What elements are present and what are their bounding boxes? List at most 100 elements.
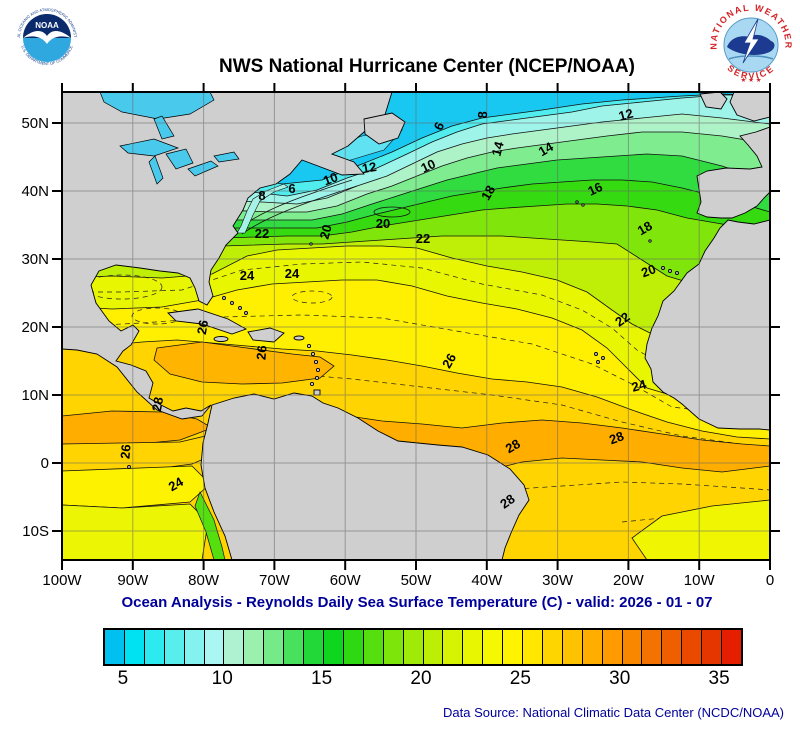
lake-superior (119, 138, 180, 157)
data-source: Data Source: National Climatic Data Cent… (443, 705, 784, 720)
svg-text:20W: 20W (613, 572, 645, 589)
page-title: NWS National Hurricane Center (NCEP/NOAA… (219, 56, 635, 77)
colorbar-tick-label: 25 (509, 668, 531, 689)
colorbar-segment (244, 630, 265, 664)
colorbar-segment (304, 630, 324, 664)
svg-text:28: 28 (149, 396, 166, 413)
svg-text:14: 14 (489, 139, 507, 158)
svg-text:12: 12 (361, 159, 378, 176)
svg-text:90W: 90W (117, 572, 149, 589)
svg-text:8: 8 (258, 188, 265, 203)
land-masses (62, 92, 770, 560)
svg-text:40W: 40W (471, 572, 503, 589)
svg-text:22: 22 (255, 226, 269, 241)
nws-wave (728, 55, 774, 60)
hudson-bay (99, 92, 215, 120)
inland-water (99, 92, 240, 185)
svg-text:10: 10 (418, 156, 437, 176)
svg-text:10: 10 (321, 169, 340, 188)
svg-text:100W: 100W (42, 572, 82, 589)
colorbar-segment (383, 630, 404, 664)
colorbar-segment (363, 630, 384, 664)
colorbar-tick-label: 10 (211, 668, 233, 689)
noaa-logo: NATIONAL OCEANIC AND ATMOSPHERIC ADMINIS… (15, 6, 79, 70)
svg-text:28: 28 (607, 428, 626, 447)
svg-text:24: 24 (285, 266, 300, 281)
noaa-seagull-icon (23, 31, 71, 44)
cuba (167, 308, 248, 335)
svg-text:28: 28 (497, 491, 517, 512)
colorbar-segment (105, 630, 125, 664)
svg-text:28: 28 (503, 436, 523, 456)
colorbar-segment (662, 630, 683, 664)
svg-text:16: 16 (585, 179, 604, 199)
colorbar-tick-label: 30 (609, 668, 631, 689)
colorbar-segment (622, 630, 643, 664)
svg-text:10S: 10S (22, 523, 49, 540)
colorbar-segment (602, 630, 623, 664)
colorbar-segment (323, 630, 344, 664)
axis-ticks (52, 83, 780, 570)
svg-text:20: 20 (376, 216, 390, 231)
svg-text:26: 26 (439, 351, 459, 371)
newfoundland (363, 112, 406, 145)
colorbar-segment (343, 630, 364, 664)
sst-map: 6 8 12 8 6 10 12 10 14 14 16 18 18 20 20 20 22 22 22 24 24 24… (15, 80, 790, 590)
colorbar-segment (562, 630, 583, 664)
colorbar-tick-label: 15 (311, 668, 333, 689)
svg-text:80W: 80W (188, 572, 220, 589)
svg-text:0: 0 (766, 572, 774, 589)
svg-text:26: 26 (253, 345, 269, 361)
colorbar-tick-label: 5 (117, 668, 129, 689)
svg-text:24: 24 (240, 268, 255, 283)
svg-text:26: 26 (117, 444, 133, 460)
svg-text:40N: 40N (21, 183, 49, 200)
svg-text:18: 18 (478, 183, 498, 203)
svg-text:22: 22 (612, 309, 632, 330)
svg-text:0: 0 (41, 455, 49, 472)
colorbar-labels: 5 10 15 20 25 30 35 (103, 668, 739, 694)
svg-text:10W: 10W (684, 572, 716, 589)
svg-text:22: 22 (416, 231, 430, 246)
north-america (62, 92, 393, 420)
colorbar-segment (443, 630, 464, 664)
colorbar-segment (144, 630, 165, 664)
colorbar-tick-label: 35 (708, 668, 730, 689)
colorbar-segment (184, 630, 205, 664)
map-caption: Ocean Analysis - Reynolds Daily Sea Surf… (121, 594, 713, 611)
colorbar-segment (722, 630, 741, 664)
colorbar-segment (264, 630, 285, 664)
colorbar-segment (642, 630, 663, 664)
colorbar-segment (503, 630, 524, 664)
colorbar-segment (423, 630, 444, 664)
svg-text:12: 12 (617, 106, 635, 124)
graticule (62, 92, 770, 560)
svg-text:30W: 30W (542, 572, 574, 589)
svg-text:18: 18 (635, 218, 655, 238)
colorbar-segment (702, 630, 723, 664)
axis-labels: 100W 90W 80W 70W 60W 50W 40W 30W 20W 10W 0 50N 40N 30… (21, 115, 774, 589)
noaa-label: NOAA (35, 21, 59, 30)
hispaniola (247, 327, 285, 343)
colorbar-segment (124, 630, 145, 664)
svg-text:10N: 10N (21, 387, 49, 404)
colorbar-segment (582, 630, 603, 664)
svg-text:24: 24 (630, 376, 649, 394)
temperature-colorbar (103, 628, 743, 666)
svg-text:8: 8 (475, 111, 490, 119)
svg-text:60W: 60W (330, 572, 362, 589)
colorbar-segment (204, 630, 225, 664)
colorbar-segment (164, 630, 185, 664)
britain (729, 92, 770, 122)
colorbar-segment (463, 630, 484, 664)
colorbar-segment (542, 630, 563, 664)
colorbar-segment (224, 630, 245, 664)
colorbar-tick-label: 20 (410, 668, 432, 689)
svg-text:26: 26 (194, 319, 211, 336)
nws-lightning-icon (742, 18, 760, 64)
colorbar-segment (284, 630, 305, 664)
svg-text:20N: 20N (21, 319, 49, 336)
nws-stars: ★ ★ ★ (740, 77, 761, 84)
svg-text:20: 20 (317, 223, 335, 241)
colorbar-segment (403, 630, 424, 664)
